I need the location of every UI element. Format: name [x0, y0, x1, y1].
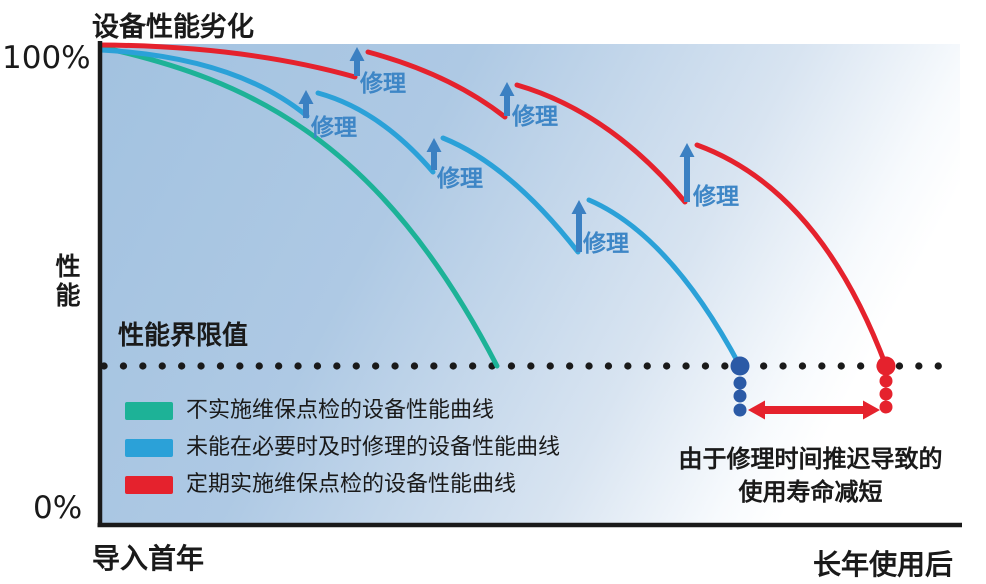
repair-arrowhead-icon [298, 90, 314, 104]
curve-no-maintenance [98, 44, 500, 369]
curves-layer [98, 42, 954, 420]
y-max-label: 100% [2, 40, 91, 76]
repair-arrowhead-icon [679, 143, 695, 157]
repair-arrowhead-icon [499, 82, 515, 96]
curve-late-repair [98, 47, 743, 369]
y-min-label: 0% [33, 490, 83, 526]
repair-label: 修理 [511, 103, 558, 130]
repair-label: 修理 [692, 183, 739, 210]
curve-regular-maintenance [98, 42, 889, 369]
lifespan-annotation: 由于修理时间推迟导致的 使用寿命减短 [638, 443, 983, 509]
annotation-line-2: 使用寿命减短 [738, 478, 883, 506]
repair-label: 修理 [310, 114, 357, 141]
end-dot-regular-maintenance [876, 356, 896, 376]
drop-dot-late-repair [733, 376, 747, 390]
drop-dot-late-repair [733, 403, 747, 417]
x-axis-left-label: 导入首年 [92, 542, 205, 575]
drop-dot-regular-maintenance [879, 374, 893, 388]
threshold-label: 性能界限值 [118, 321, 249, 351]
drop-dot-late-repair [733, 389, 747, 403]
end-dot-late-repair [730, 356, 750, 376]
drop-dot-regular-maintenance [879, 400, 893, 414]
plot-background [100, 44, 960, 525]
legend-swatch-red [125, 476, 173, 494]
repair-arrowhead-icon [349, 47, 365, 61]
legend-label: 定期实施维保点检的设备性能曲线 [186, 472, 517, 497]
legend-row-regular-maintenance: 定期实施维保点检的设备性能曲线 [125, 472, 560, 497]
chart-title: 设备性能劣化 [92, 12, 254, 43]
legend-swatch-green [125, 402, 173, 420]
gap-arrowhead-left-icon [748, 400, 765, 420]
gap-arrowhead-right-icon [863, 400, 880, 420]
annotation-line-1: 由于修理时间推迟导致的 [678, 445, 943, 473]
legend-row-no-maintenance: 不实施维保点检的设备性能曲线 [125, 398, 560, 423]
x-axis-right-label: 长年使用后 [812, 548, 953, 581]
repair-arrowhead-icon [426, 138, 442, 152]
legend-label: 未能在必要时及时修理的设备性能曲线 [186, 435, 561, 460]
legend-swatch-blue [125, 439, 173, 457]
repair-label: 修理 [582, 230, 629, 257]
drop-dot-regular-maintenance [879, 387, 893, 401]
y-axis-title: 性能 [52, 253, 81, 311]
legend: 不实施维保点检的设备性能曲线 未能在必要时及时修理的设备性能曲线 定期实施维保点… [125, 398, 561, 497]
legend-row-late-repair: 未能在必要时及时修理的设备性能曲线 [125, 435, 561, 460]
repair-label: 修理 [436, 165, 483, 192]
repair-label: 修理 [359, 70, 406, 97]
repair-arrowhead-icon [571, 200, 587, 214]
legend-label: 不实施维保点检的设备性能曲线 [186, 398, 495, 423]
